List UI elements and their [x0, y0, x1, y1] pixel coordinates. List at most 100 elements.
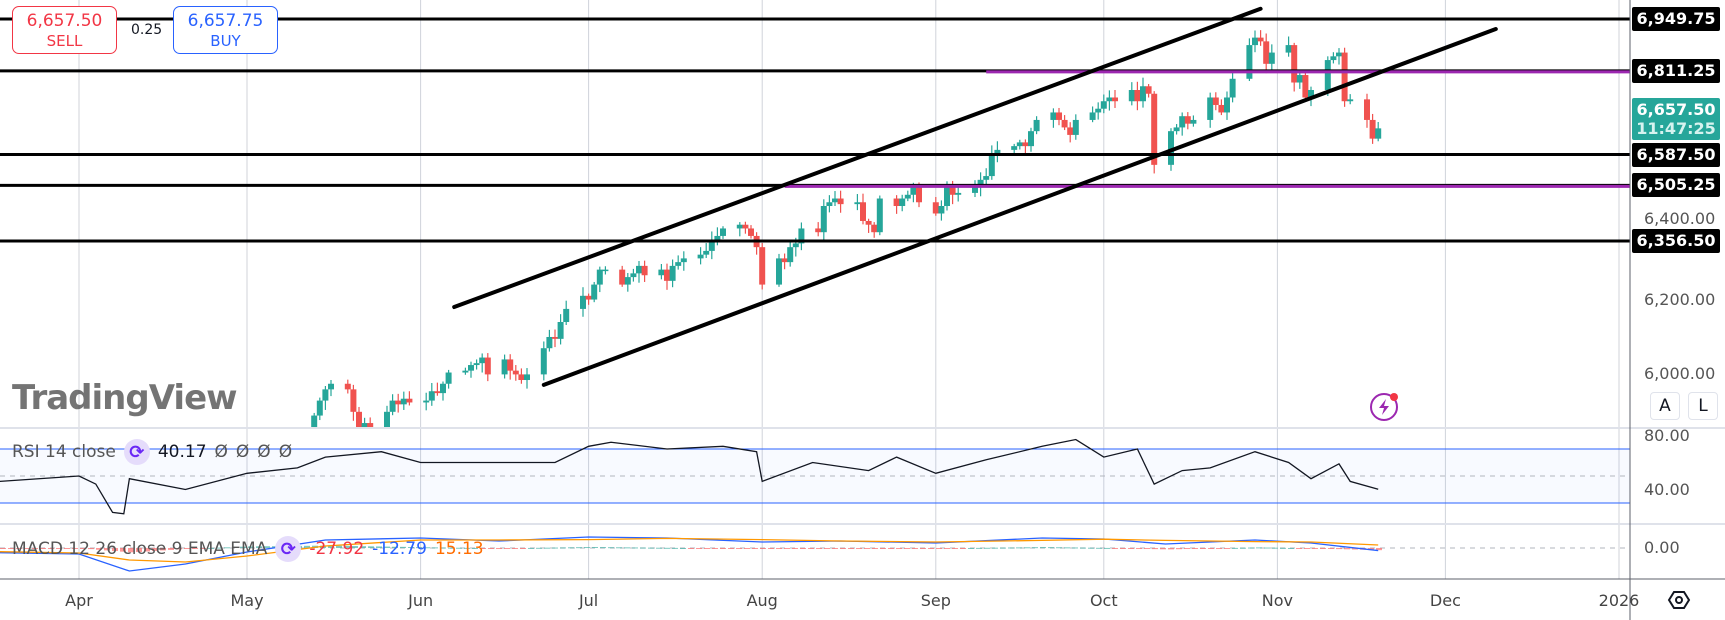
lightning-icon[interactable]: [1370, 393, 1398, 421]
candle-body: [658, 269, 665, 276]
time-axis-label: Apr: [65, 591, 93, 610]
macd-histogram-bar: [1272, 547, 1278, 549]
macd-histogram-bar: [592, 546, 598, 548]
macd-histogram-bar: [304, 545, 310, 548]
candle-body: [311, 415, 318, 428]
candle-body: [1369, 119, 1376, 139]
macd-histogram-bar: [872, 548, 878, 549]
candle-body: [1224, 97, 1230, 113]
current-price-tag: 6,657.50 11:47:25: [1632, 98, 1720, 141]
candle-body: [1229, 78, 1236, 98]
settings-icon[interactable]: [1667, 591, 1691, 609]
candle-body: [680, 258, 687, 263]
log-scale-button[interactable]: L: [1688, 392, 1718, 420]
macd-histogram-bar: [984, 547, 990, 549]
macd-histogram-bar: [1000, 547, 1006, 549]
candle-body: [988, 153, 995, 177]
rsi-na: Ø: [257, 442, 271, 462]
macd-histogram-bar: [536, 547, 542, 549]
macd-histogram-bar: [1352, 548, 1358, 550]
macd-histogram-bar: [1280, 547, 1286, 549]
macd-histogram-bar: [992, 547, 998, 549]
macd-histogram-bar: [128, 548, 134, 553]
macd-histogram-bar: [768, 548, 774, 549]
candle-body: [1207, 97, 1214, 120]
candle-body: [708, 239, 715, 251]
candle-body: [916, 187, 922, 203]
candle-body: [445, 372, 452, 384]
candle-body: [1072, 119, 1079, 135]
tradingview-watermark: TradingView: [12, 378, 238, 418]
auto-scale-button[interactable]: A: [1650, 392, 1680, 420]
candle-body: [552, 336, 558, 339]
candles: [311, 30, 1382, 428]
candle-body: [904, 194, 911, 199]
candle-body: [468, 365, 474, 371]
drawings[interactable]: [0, 6, 1630, 387]
macd-histogram-bar: [1224, 548, 1230, 549]
candle-body: [854, 202, 861, 205]
candle-body: [944, 187, 950, 207]
candle-body: [720, 228, 726, 236]
macd-histogram-bar: [1368, 548, 1374, 550]
macd-histogram-bar: [248, 546, 254, 548]
time-axis-label: Jul: [578, 591, 599, 610]
time-axis-label: Sep: [920, 591, 951, 610]
macd-histogram-bar: [376, 546, 382, 548]
buy-label: BUY: [210, 32, 241, 50]
macd-histogram-bar: [384, 546, 390, 548]
macd-histogram-bar: [80, 548, 86, 549]
candle-body: [1061, 119, 1068, 128]
candle-body: [669, 265, 676, 281]
macd-histogram-bar: [48, 548, 54, 549]
candle-body: [1011, 146, 1018, 150]
sell-button[interactable]: 6,657.50 SELL: [12, 6, 117, 54]
candle-body: [473, 363, 480, 366]
macd-histogram-bar: [32, 548, 38, 549]
macd-histogram-bar: [856, 548, 862, 549]
macd-histogram-bar: [512, 548, 518, 549]
refresh-icon[interactable]: ⟳: [123, 439, 150, 465]
macd-histogram-bar: [144, 548, 150, 552]
candle-body: [479, 357, 486, 364]
macd-histogram-bar: [1200, 548, 1206, 549]
refresh-icon[interactable]: ⟳: [275, 536, 302, 562]
candle-body: [1022, 142, 1029, 147]
candle-body: [759, 247, 766, 285]
macd-histogram-bar: [544, 547, 550, 549]
candle-body: [714, 235, 721, 240]
buy-price: 6,657.75: [187, 11, 264, 31]
macd-histogram-bar: [256, 546, 262, 548]
candle-body: [406, 398, 413, 403]
macd-histogram-bar: [1072, 547, 1078, 549]
macd-histogram-bar: [1336, 548, 1342, 550]
candle-body: [983, 176, 990, 180]
macd-histogram-bar: [712, 548, 718, 549]
candle-body: [1050, 112, 1057, 120]
macd-histogram-bar: [464, 547, 470, 549]
buy-button[interactable]: 6,657.75 BUY: [173, 6, 278, 54]
macd-histogram-bar: [416, 547, 422, 549]
macd-histogram-bar: [728, 548, 734, 549]
macd-histogram-bar: [952, 548, 958, 549]
macd-histogram-bar: [1024, 547, 1030, 549]
macd-histogram-bar: [360, 546, 366, 548]
candle-body: [899, 198, 906, 207]
candle-body: [1168, 131, 1174, 165]
rsi-legend[interactable]: RSI 14 close ⟳ 40.17 Ø Ø Ø Ø: [12, 439, 292, 465]
macd-histogram-bar: [704, 548, 710, 549]
macd-title: MACD 12 26 close 9 EMA EMA: [12, 539, 268, 559]
candle-body: [350, 389, 357, 412]
macd-histogram-bar: [224, 547, 230, 549]
macd-histogram-bar: [968, 547, 974, 549]
candle-body: [871, 224, 878, 233]
macd-histogram-bar: [648, 547, 654, 549]
candle-body: [1347, 99, 1354, 102]
macd-histogram-bar: [1296, 548, 1302, 549]
candle-body: [1100, 101, 1107, 109]
candle-body: [1285, 45, 1292, 53]
candle-body: [1016, 142, 1023, 147]
macd-histogram-bar: [800, 548, 806, 549]
macd-legend[interactable]: MACD 12 26 close 9 EMA EMA ⟳ -27.92 -12.…: [12, 536, 484, 562]
